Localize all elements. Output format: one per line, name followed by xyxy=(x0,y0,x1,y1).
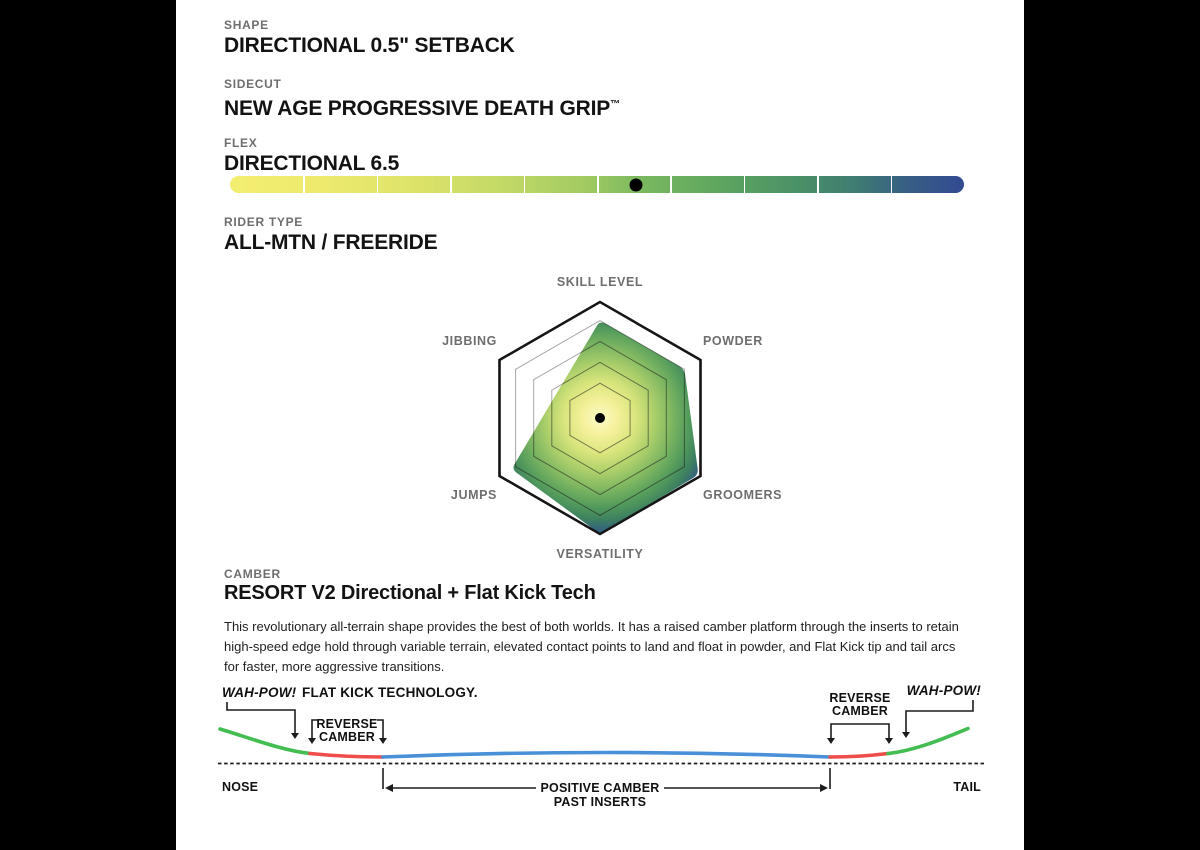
radar-axis-label-powder: POWDER xyxy=(703,334,763,348)
radar-chart: SKILL LEVEL POWDER GROOMERS VERSATILITY … xyxy=(442,275,782,561)
tail-label: TAIL xyxy=(953,780,981,794)
flex-segment-divider xyxy=(670,176,672,193)
spec-shape: SHAPE DIRECTIONAL 0.5" SETBACK xyxy=(224,18,515,56)
positive-camber-label-line1: POSITIVE CAMBER xyxy=(541,781,660,795)
reverse-camber-right-label-line2: CAMBER xyxy=(832,704,888,718)
wah-pow-right-label: WAH-POW! xyxy=(907,683,982,698)
camber-title: RESORT V2 Directional + Flat Kick Tech xyxy=(224,582,596,604)
spec-sidecut: SIDECUT NEW AGE PROGRESSIVE DEATH GRIP™ xyxy=(224,77,620,119)
tail-rocker-line xyxy=(886,726,970,756)
radar-axis-label-jumps: JUMPS xyxy=(451,488,497,502)
reverse-camber-right-line xyxy=(828,751,890,759)
radar-axis-label-jibbing: JIBBING xyxy=(442,334,497,348)
spec-rider-type-value: ALL-MTN / FREERIDE xyxy=(224,231,438,254)
flex-segment-divider xyxy=(817,176,819,193)
flex-segment-divider xyxy=(376,176,379,193)
wah-pow-right-pointer-arrow-icon xyxy=(902,732,910,738)
reverse-camber-left-bracket-left xyxy=(311,719,318,738)
reverse-camber-right-arrow-right-icon xyxy=(885,738,893,744)
flex-meter xyxy=(230,176,964,193)
spec-rider-type-label: RIDER TYPE xyxy=(224,215,304,229)
spec-shape-label: SHAPE xyxy=(224,18,269,32)
radar-center-dot xyxy=(595,413,605,423)
nose-label: NOSE xyxy=(222,780,258,794)
reverse-camber-right-bracket xyxy=(830,723,890,738)
spec-flex-value: DIRECTIONAL 6.5 xyxy=(224,152,400,175)
reverse-camber-left-arrow-right-icon xyxy=(379,738,387,744)
radar-axis-label-groomers: GROOMERS xyxy=(703,488,782,502)
wah-pow-left-pointer-line xyxy=(226,702,296,733)
content-panel: SHAPE DIRECTIONAL 0.5" SETBACK SIDECUT N… xyxy=(176,0,1024,850)
radar-ring-overlay xyxy=(569,382,631,454)
spec-shape-value: DIRECTIONAL 0.5" SETBACK xyxy=(224,34,515,57)
reverse-camber-right-arrow-left-icon xyxy=(827,738,835,744)
spec-rider-type: RIDER TYPE ALL-MTN / FREERIDE xyxy=(224,215,438,254)
wah-pow-left-pointer-arrow-icon xyxy=(291,733,299,739)
radar-outer-ring-top xyxy=(498,300,702,536)
spec-flex-label: FLEX xyxy=(224,136,258,150)
flex-segment-divider xyxy=(890,176,893,193)
dimension-arrow-left-icon xyxy=(385,784,393,792)
reverse-camber-left-bracket-right xyxy=(377,719,384,738)
trademark-symbol: ™ xyxy=(610,99,620,110)
nose-rocker-line xyxy=(218,727,312,756)
reverse-camber-right-label-line1: REVERSE xyxy=(829,691,890,705)
wah-pow-left-label: WAH-POW! xyxy=(222,685,297,700)
flex-segment-divider xyxy=(597,176,599,193)
dimension-arrow-right-icon xyxy=(820,784,828,792)
flex-marker-dot xyxy=(629,178,643,191)
reverse-camber-left-arrow-left-icon xyxy=(308,738,316,744)
camber-diagram: WAH-POW! FLAT KICK TECHNOLOGY. REVERSE C… xyxy=(218,683,985,809)
radar-axis-label-skill-level: SKILL LEVEL xyxy=(557,275,643,289)
flex-segment-divider xyxy=(523,176,526,193)
camber-label: CAMBER xyxy=(224,567,281,581)
flex-segment-divider xyxy=(743,176,746,193)
spec-sidecut-value: NEW AGE PROGRESSIVE DEATH GRIP™ xyxy=(224,94,620,119)
flex-segment-divider xyxy=(450,176,452,193)
flex-segment-divider xyxy=(303,176,305,193)
camber-description: This revolutionary all-terrain shape pro… xyxy=(224,619,959,675)
flat-kick-label: FLAT KICK TECHNOLOGY. xyxy=(302,685,478,700)
radar-axis-label-versatility: VERSATILITY xyxy=(557,547,644,561)
wah-pow-right-pointer-line xyxy=(905,700,974,732)
camber-section-header: CAMBER RESORT V2 Directional + Flat Kick… xyxy=(224,567,596,605)
radar-value-shape xyxy=(513,322,698,533)
reverse-camber-left-label-line1: REVERSE xyxy=(316,717,377,731)
positive-camber-label-line2: PAST INSERTS xyxy=(554,795,646,809)
reverse-camber-left-line xyxy=(308,751,385,759)
positive-camber-line xyxy=(381,750,832,759)
spec-flex: FLEX DIRECTIONAL 6.5 xyxy=(224,136,399,174)
reverse-camber-left-label-line2: CAMBER xyxy=(319,730,375,744)
spec-sidecut-value-text: NEW AGE PROGRESSIVE DEATH GRIP xyxy=(224,97,611,120)
spec-sidecut-label: SIDECUT xyxy=(224,77,282,91)
